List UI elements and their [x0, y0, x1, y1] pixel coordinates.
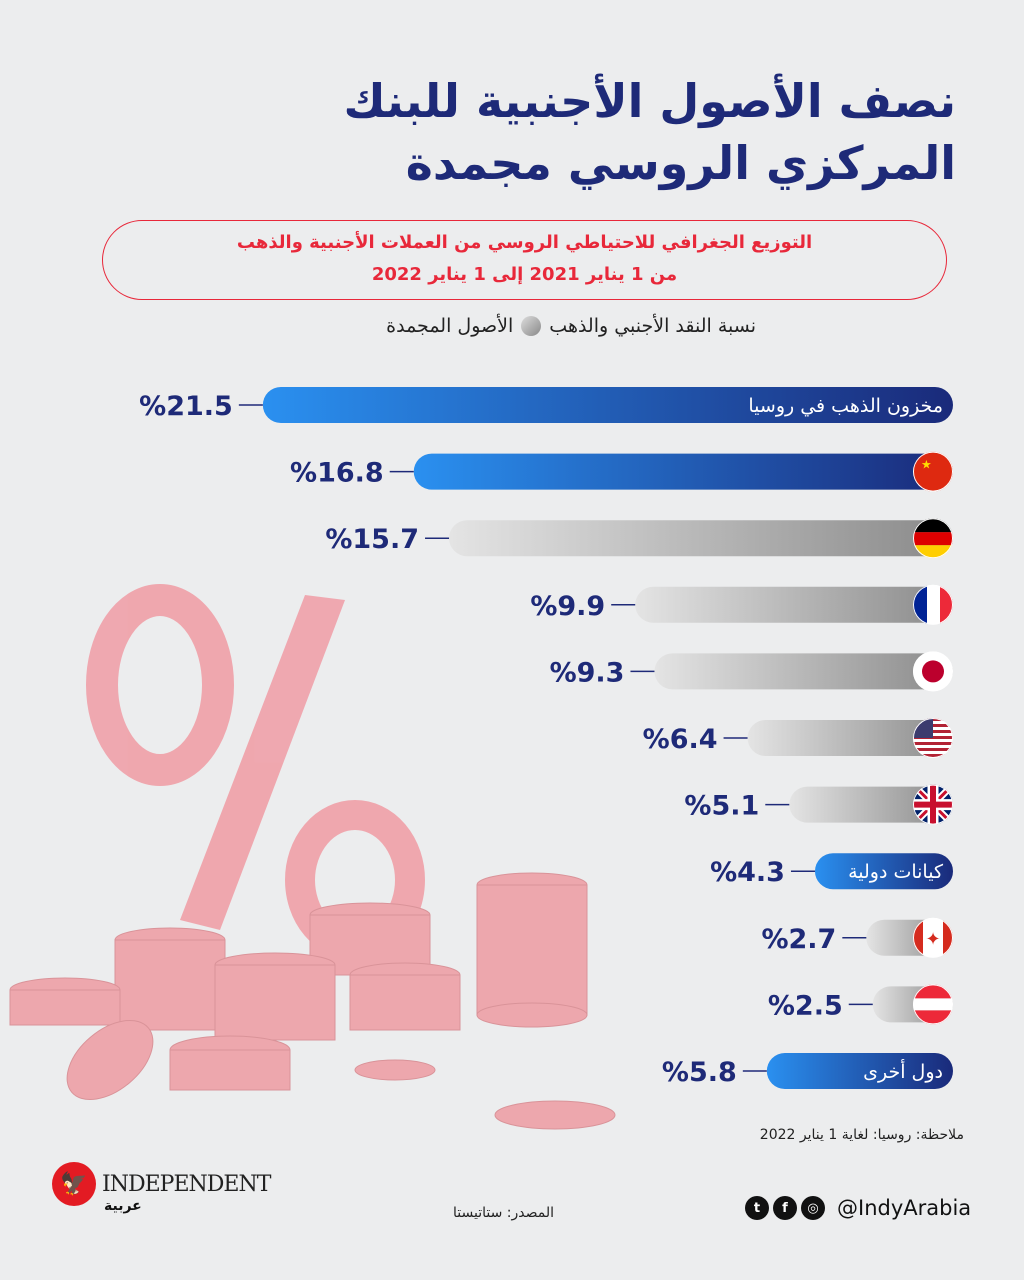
value-label: %6.4 [643, 724, 718, 755]
social-handle: t f ◎ @IndyArabia [745, 1196, 971, 1220]
legend-label-ratio: نسبة النقد الأجنبي والذهب [549, 315, 756, 337]
bar [262, 387, 954, 423]
bar [747, 720, 953, 756]
value-label: %2.7 [761, 924, 836, 955]
bar [654, 653, 953, 690]
instagram-icon[interactable]: ◎ [801, 1196, 825, 1220]
flag-jp-icon [913, 651, 953, 692]
legend: نسبة النقد الأجنبي والذهب الأصول المجمدة [386, 315, 756, 337]
bar [814, 853, 953, 890]
flag-gb-icon [913, 784, 953, 825]
category-label: دول أخرى [863, 1059, 943, 1083]
category-label: كيانات دولية [848, 861, 944, 883]
flag-cn-icon: ★ [913, 451, 953, 492]
value-label: %4.3 [710, 857, 785, 888]
value-label: %21.5 [139, 391, 233, 422]
subtitle-box: التوزيع الجغرافي للاحتياطي الروسي من الع… [102, 220, 947, 300]
eagle-icon: 🦅 [52, 1162, 96, 1206]
value-label: %15.7 [325, 524, 419, 555]
value-label: %5.8 [662, 1057, 737, 1088]
source: المصدر: ستاتيستا [453, 1205, 554, 1221]
value-label: %9.9 [530, 591, 605, 622]
bar [449, 520, 953, 557]
brand-name: INDEPENDENT [102, 1171, 271, 1197]
handle-text[interactable]: @IndyArabia [837, 1196, 972, 1220]
flag-de-icon [913, 518, 953, 559]
flag-fr-icon [913, 584, 953, 625]
percent-decoration [9, 584, 616, 1130]
facebook-icon[interactable]: f [773, 1196, 797, 1220]
value-label: %5.1 [684, 791, 759, 822]
bar [635, 586, 953, 623]
value-label: %2.5 [768, 990, 843, 1021]
title-line-1: نصف الأصول الأجنبية للبنك [343, 74, 957, 128]
flag-at-icon [913, 984, 953, 1025]
subtitle-line-2: من 1 يناير 2021 إلى 1 يناير 2022 [371, 264, 678, 285]
flag-us-icon [913, 718, 953, 758]
twitter-icon[interactable]: t [745, 1196, 769, 1220]
category-label: مخزون الذهب في روسيا [748, 395, 943, 417]
value-label: %9.3 [550, 657, 625, 688]
value-label: %16.8 [290, 458, 384, 489]
svg-text:✦: ✦ [925, 929, 940, 950]
title-line-2: المركزي الروسي مجمدة [405, 136, 956, 190]
legend-gray-dot-icon [521, 316, 542, 336]
brand-arabic: عربية [104, 1198, 142, 1214]
bar [789, 786, 953, 823]
page-title: نصف الأصول الأجنبية للبنك المركزي الروسي… [76, 70, 957, 194]
svg-text:★: ★ [921, 458, 932, 472]
note: ملاحظة: روسيا: لغاية 1 يناير 2022 [759, 1127, 964, 1143]
independent-logo: 🦅 INDEPENDENT عربية [52, 1162, 271, 1214]
legend-label-frozen: الأصول المجمدة [386, 315, 514, 337]
subtitle-line-1: التوزيع الجغرافي للاحتياطي الروسي من الع… [236, 232, 813, 253]
flag-ca-icon: ✦ [913, 917, 953, 958]
bar [413, 453, 954, 490]
bar [766, 1053, 953, 1089]
